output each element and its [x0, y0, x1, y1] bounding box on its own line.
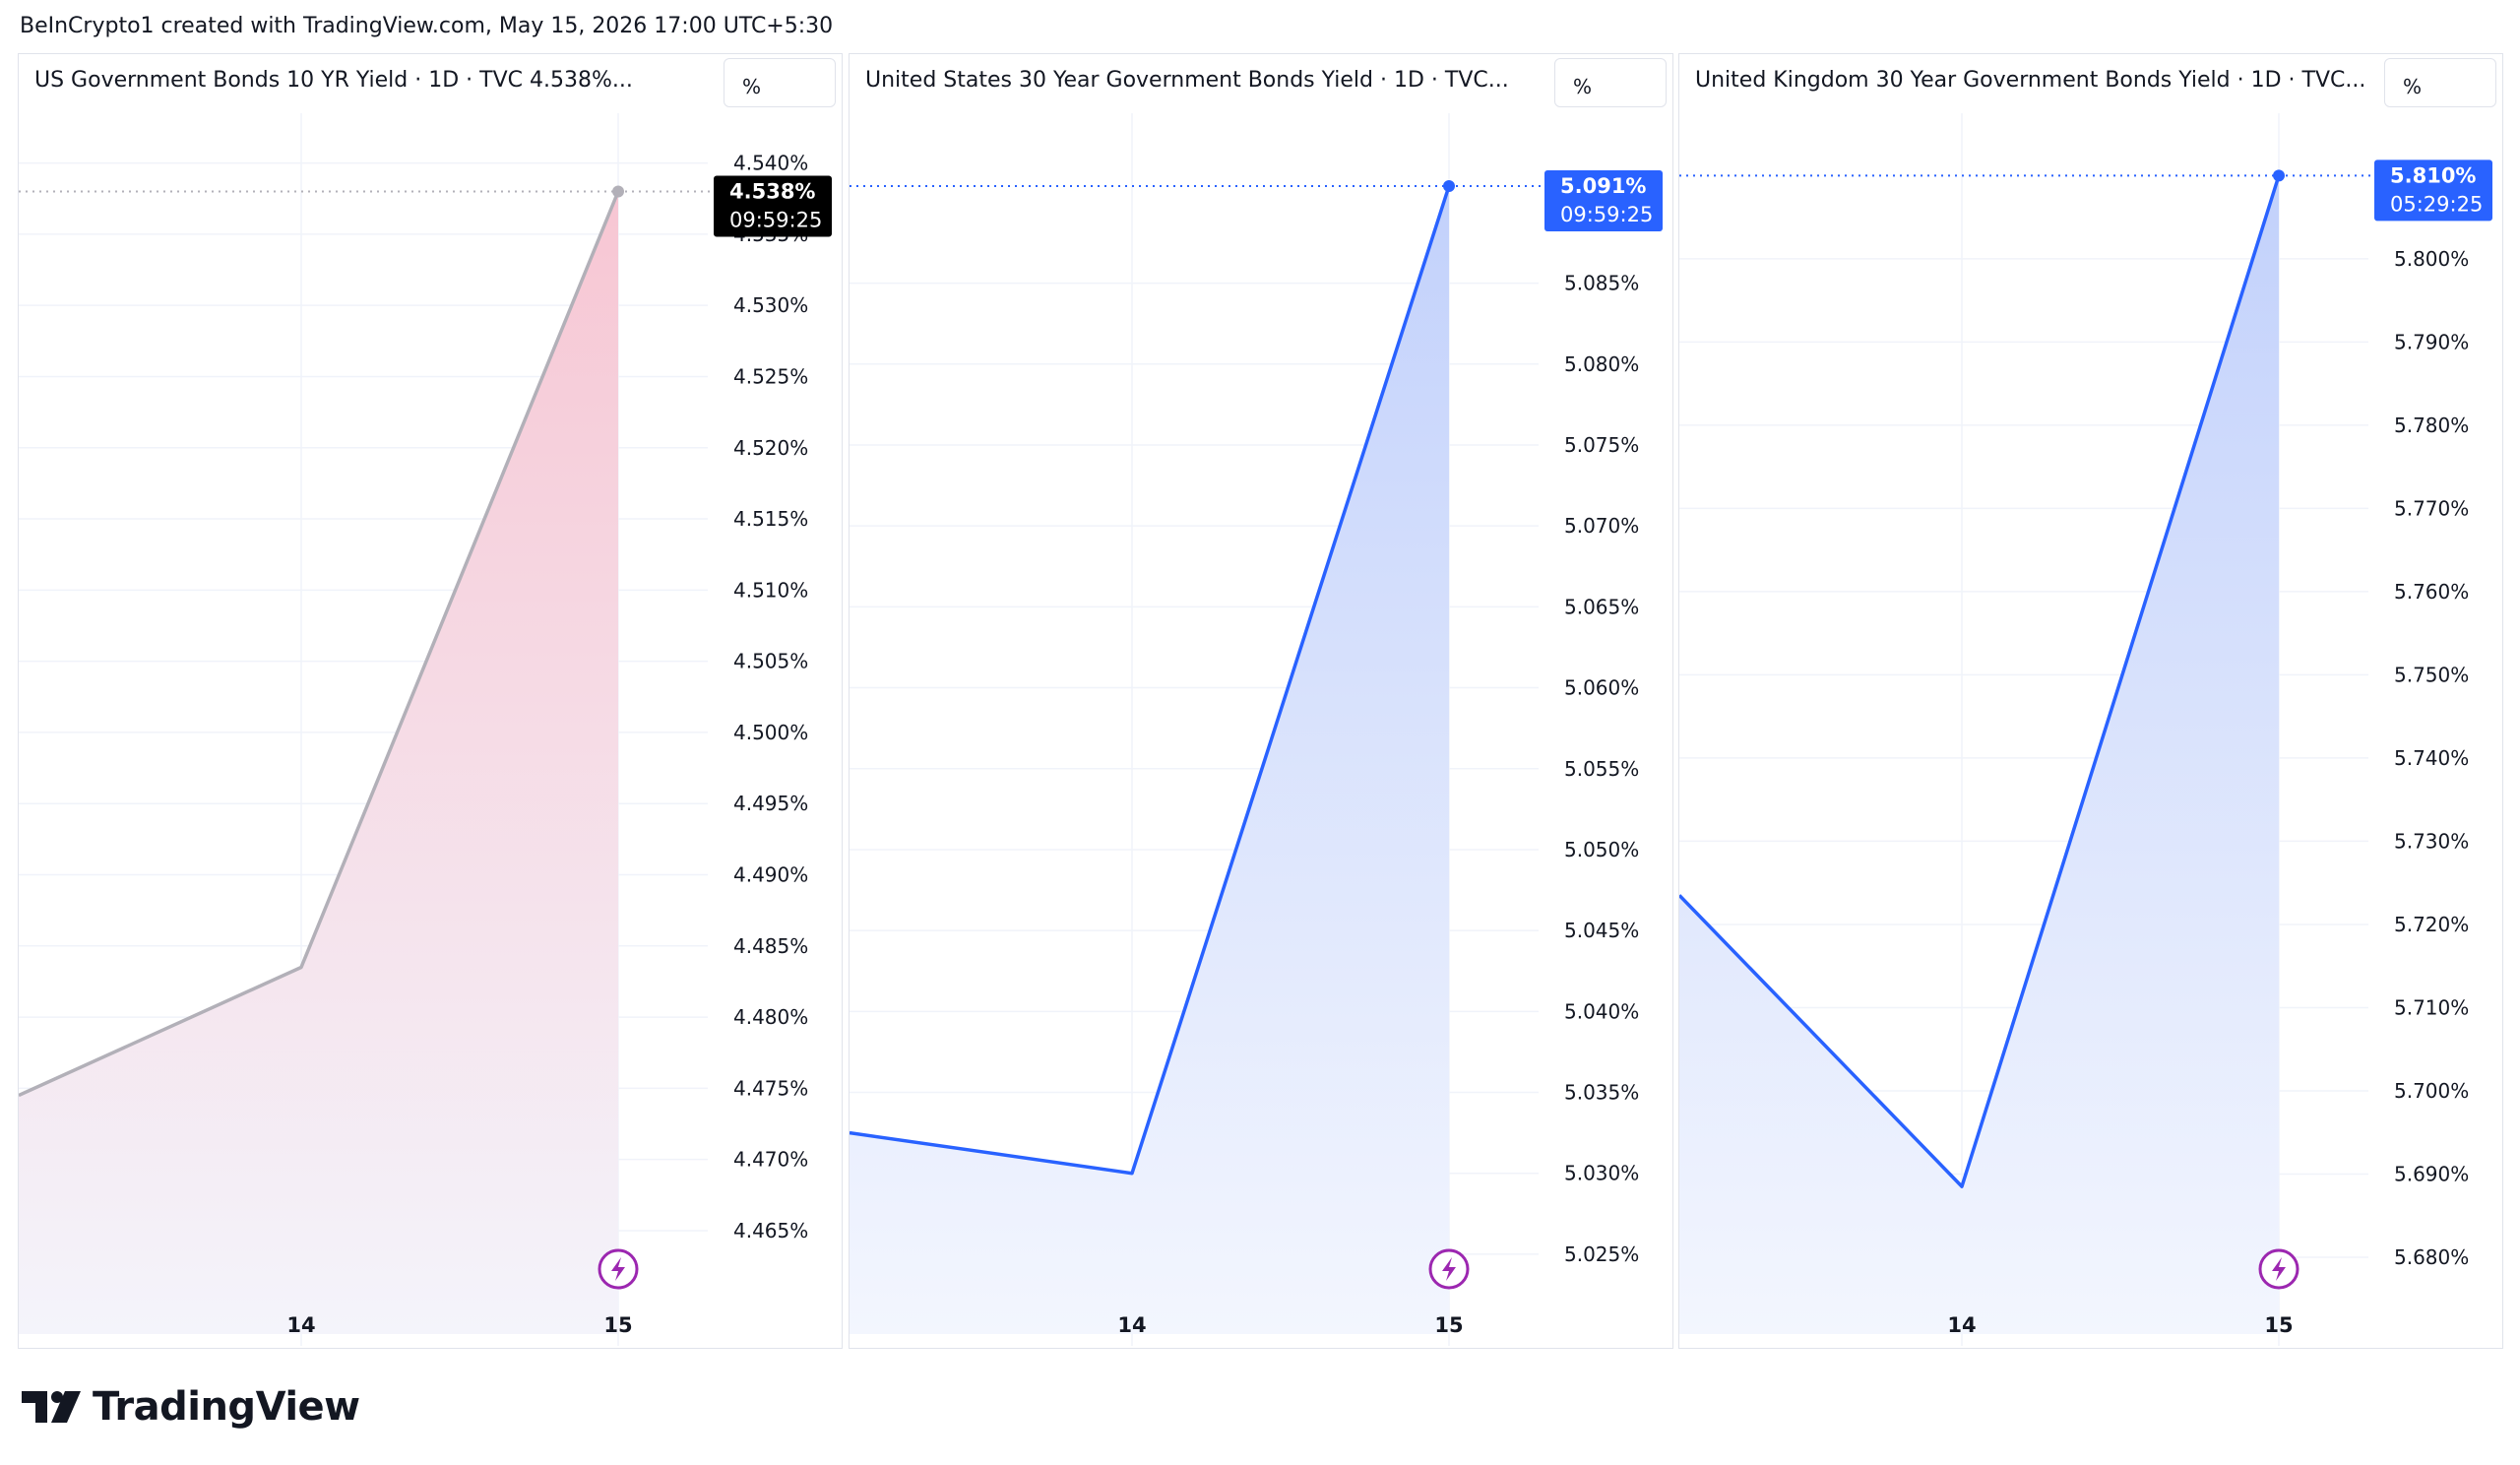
y-axis-tick-label: 5.060%: [1564, 676, 1639, 700]
y-axis-tick-label: 4.465%: [733, 1219, 808, 1242]
y-axis-tick-label: 4.475%: [733, 1076, 808, 1100]
chart-panel-us10y[interactable]: 4.540%4.535%4.530%4.525%4.520%4.515%4.51…: [18, 53, 843, 1349]
y-axis-tick-label: 5.800%: [2394, 247, 2469, 271]
last-price-tag: 4.538% 09:59:25: [714, 175, 832, 237]
percent-scale-button[interactable]: %: [1554, 58, 1667, 107]
y-axis-tick-label: 4.470%: [733, 1148, 808, 1172]
x-axis-tick-label: 15: [1434, 1313, 1463, 1337]
series-area-fill: [850, 185, 1449, 1334]
y-axis-tick-label: 5.070%: [1564, 514, 1639, 538]
y-axis-tick-label: 5.690%: [2394, 1162, 2469, 1185]
last-price-tag-bg: [1544, 169, 1663, 231]
chart-svg: 5.085% 5.080% 5.075% 5.070% 5.065% 5.060% 5.05…: [850, 113, 1663, 1346]
y-axis-tick-label: 5.045%: [1564, 919, 1639, 942]
last-price-tag-bg: [2374, 159, 2492, 222]
chart-title: United States 30 Year Government Bonds Y…: [865, 68, 1509, 93]
y-axis-tick-label: 5.710%: [2394, 995, 2469, 1019]
y-axis-tick-label: 5.075%: [1564, 433, 1639, 457]
chart-svg: 5.800% 5.790% 5.780% 5.770% 5.760% 5.750% 5.74…: [1679, 113, 2492, 1346]
tradingview-logo[interactable]: TradingView: [22, 1384, 360, 1430]
chart-panel-us30y[interactable]: 5.085% 5.080% 5.075% 5.070% 5.065% 5.060% 5.05…: [849, 53, 1673, 1349]
last-price-tag-bg: [714, 175, 832, 237]
lightning-bolt-icon: [2272, 1257, 2286, 1281]
y-axis-tick-label: 4.515%: [733, 507, 808, 531]
last-price-value: 4.538%: [729, 180, 815, 204]
last-price-tag: 5.091% 09:59:25: [1544, 169, 1663, 231]
x-axis-tick-label: 15: [2264, 1313, 2293, 1337]
percent-scale-button[interactable]: %: [724, 58, 836, 107]
y-axis-tick-label: 5.750%: [2394, 663, 2469, 686]
y-axis-tick-label: 4.500%: [733, 721, 808, 744]
y-axis-tick-label: 5.040%: [1564, 999, 1639, 1023]
chart-title: United Kingdom 30 Year Government Bonds …: [1695, 68, 2366, 93]
y-axis-tick-label: 5.055%: [1564, 757, 1639, 781]
chart-panel-uk30y[interactable]: 5.800% 5.790% 5.780% 5.770% 5.760% 5.750% 5.74…: [1678, 53, 2503, 1349]
y-axis-tick-label: 4.480%: [733, 1005, 808, 1029]
y-axis-tick-label: 5.760%: [2394, 580, 2469, 604]
y-axis-tick-label: 4.520%: [733, 436, 808, 460]
lightning-event-icon[interactable]: [598, 1248, 639, 1290]
bar-countdown: 05:29:25: [2390, 192, 2483, 216]
y-axis-tick-label: 5.085%: [1564, 272, 1639, 295]
y-axis-tick-label: 5.050%: [1564, 838, 1639, 861]
y-axis-tick-label: 5.790%: [2394, 330, 2469, 353]
lightning-event-icon[interactable]: [1428, 1248, 1470, 1290]
chart-attribution-header: BeInCrypto1 created with TradingView.com…: [20, 14, 834, 38]
lightning-event-icon[interactable]: [2258, 1248, 2300, 1290]
y-axis-tick-label: 5.080%: [1564, 352, 1639, 376]
chart-title: US Government Bonds 10 YR Yield · 1D · T…: [34, 68, 633, 93]
percent-scale-button[interactable]: %: [2384, 58, 2496, 107]
tradingview-logo-icon: [22, 1391, 81, 1423]
y-axis-tick-label: 5.035%: [1564, 1081, 1639, 1105]
y-axis-tick-label: 4.510%: [733, 578, 808, 602]
y-axis-tick-label: 5.030%: [1564, 1162, 1639, 1185]
y-axis-tick-label: 5.025%: [1564, 1242, 1639, 1266]
y-axis-tick-label: 5.770%: [2394, 496, 2469, 520]
chart-svg: 4.540%4.535%4.530%4.525%4.520%4.515%4.51…: [19, 113, 832, 1346]
y-axis-tick-label: 5.730%: [2394, 829, 2469, 853]
last-price-value: 5.810%: [2390, 163, 2476, 187]
last-price-value: 5.091%: [1560, 174, 1646, 198]
y-axis-tick-label: 4.540%: [733, 152, 808, 175]
series-area-fill: [1679, 175, 2279, 1335]
y-axis-tick-label: 5.680%: [2394, 1245, 2469, 1269]
y-axis-tick-label: 4.530%: [733, 293, 808, 317]
x-axis-tick-label: 14: [286, 1313, 315, 1337]
y-axis-tick-label: 4.485%: [733, 934, 808, 958]
y-axis-tick-label: 4.490%: [733, 862, 808, 886]
series-area-fill: [19, 191, 618, 1334]
bar-countdown: 09:59:25: [729, 209, 822, 232]
lightning-bolt-icon: [611, 1257, 625, 1281]
lightning-bolt-icon: [1442, 1257, 1456, 1281]
y-axis-tick-label: 5.700%: [2394, 1079, 2469, 1103]
y-axis-tick-label: 4.495%: [733, 792, 808, 815]
x-axis-tick-label: 15: [603, 1313, 632, 1337]
last-price-tag: 5.810% 05:29:25: [2374, 159, 2492, 222]
y-axis-tick-label: 5.780%: [2394, 414, 2469, 437]
y-axis-tick-label: 4.505%: [733, 650, 808, 673]
tradingview-logo-text: TradingView: [93, 1384, 360, 1430]
y-axis-tick-label: 4.525%: [733, 364, 808, 388]
bar-countdown: 09:59:25: [1560, 203, 1653, 226]
y-axis-tick-label: 5.740%: [2394, 746, 2469, 770]
y-axis-tick-label: 5.065%: [1564, 595, 1639, 618]
x-axis-tick-label: 14: [1117, 1313, 1146, 1337]
y-axis-tick-label: 5.720%: [2394, 913, 2469, 936]
x-axis-tick-label: 14: [1947, 1313, 1976, 1337]
